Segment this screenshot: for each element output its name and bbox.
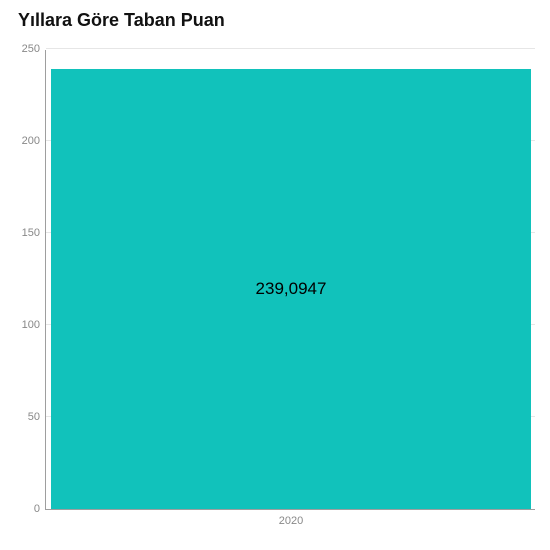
y-tick-label: 100 [22,319,40,331]
x-tick-label: 2020 [279,515,303,527]
y-tick-label: 150 [22,227,40,239]
chart-container: Yıllara Göre Taban Puan 0501001502002502… [0,0,550,550]
y-tick-label: 250 [22,43,40,55]
y-tick-label: 200 [22,135,40,147]
plot-area: 050100150200250239,09472020 [45,50,535,510]
y-tick-label: 0 [34,503,40,515]
gridline [46,48,535,49]
y-tick-label: 50 [28,411,40,423]
bar: 239,0947 [51,69,531,509]
bar-value-label: 239,0947 [256,279,327,299]
chart-title: Yıllara Göre Taban Puan [18,10,225,31]
